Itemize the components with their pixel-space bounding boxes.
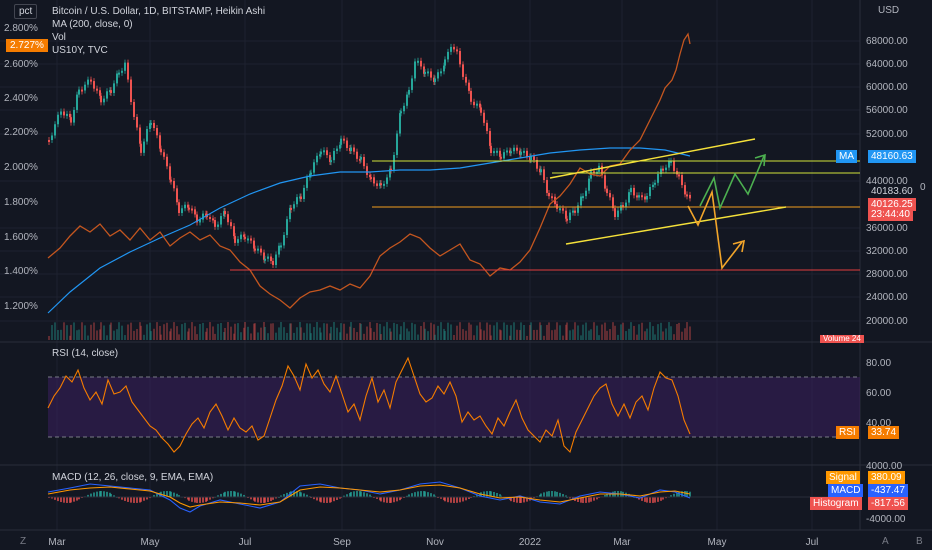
volume-tag: Volume 24 — [820, 335, 864, 343]
rsi-band — [48, 377, 860, 437]
rsi-axis-tick: 40.00 — [866, 418, 891, 429]
countdown-tag: 23:44:40 — [868, 208, 913, 221]
macd-signal-line — [47, 484, 691, 508]
right-axis-tick: 24000.00 — [866, 292, 908, 303]
left-axis-tick: 2.800% — [4, 23, 38, 34]
time-axis-tick: Jul — [806, 537, 819, 548]
time-axis-tick: Jul — [239, 537, 252, 548]
bullish-arrow-head — [754, 153, 766, 167]
ma-200-line — [47, 147, 691, 314]
time-axis[interactable]: Mar May Jul Sep Nov 2022 Mar May Jul — [48, 537, 818, 548]
macd-axis-tick: -4000.00 — [866, 514, 906, 525]
right-axis-tick: 52000.00 — [866, 129, 908, 140]
ma-price-tag: 48160.63 — [868, 150, 916, 163]
close-price-tag: 40183.60 — [868, 185, 916, 198]
right-price-axis[interactable]: 68000.00 64000.00 60000.00 56000.00 52000.00… — [866, 36, 908, 327]
left-axis-tick: 1.400% — [4, 266, 38, 277]
time-axis-tick: 2022 — [519, 537, 542, 548]
macd-title[interactable]: MACD (12, 26, close, 9, EMA, EMA) — [52, 472, 214, 483]
symbol-title[interactable]: Bitcoin / U.S. Dollar, 1D, BITSTAMP, Hei… — [52, 6, 266, 17]
channel-upper-line[interactable] — [549, 138, 756, 179]
us10y-overlay-label[interactable]: US10Y, TVC — [52, 45, 108, 56]
rsi-axis-tick: 60.00 — [866, 388, 891, 399]
currency-label[interactable]: USD — [878, 5, 900, 16]
ma-indicator-label[interactable]: MA (200, close, 0) — [52, 19, 133, 30]
rsi-axis-tick: 80.00 — [866, 358, 891, 369]
vol-indicator-label[interactable]: Vol — [52, 32, 66, 43]
pct-scale-button[interactable]: pct — [14, 4, 38, 19]
channel-lower-line[interactable] — [565, 206, 787, 245]
macd-axis: 4000.00 -4000.00 — [866, 461, 906, 525]
time-axis-tick: May — [708, 537, 727, 548]
left-axis-tick: 2.000% — [4, 162, 38, 173]
left-axis-tick: 1.800% — [4, 197, 38, 208]
macd-tag-label: MACD — [828, 484, 864, 497]
volume-bars — [48, 322, 691, 340]
rsi-value-tag: 33.74 — [868, 426, 900, 439]
right-axis-tick: 28000.00 — [866, 269, 908, 280]
left-axis-tick: 2.200% — [4, 127, 38, 138]
last-price-tag: 40126.25 — [868, 198, 916, 211]
macd-value-tag: -437.47 — [868, 484, 908, 497]
signal-value-tag: 380.09 — [868, 471, 905, 484]
ma-tag-label: MA — [836, 150, 857, 163]
rsi-tag-label: RSI — [836, 426, 859, 439]
candlesticks — [48, 43, 691, 268]
right-axis-tick: 32000.00 — [866, 246, 908, 257]
left-axis-tick: 1.600% — [4, 232, 38, 243]
signal-tag-label: Signal — [826, 471, 860, 484]
zoom-button[interactable]: Z — [20, 536, 27, 547]
bullish-projection-arrow[interactable] — [699, 155, 765, 211]
bearish-projection-arrow[interactable] — [687, 188, 743, 271]
secondary-axis-zero: 0 — [920, 182, 926, 193]
macd-axis-tick: 4000.00 — [866, 461, 903, 472]
grid — [0, 0, 860, 530]
scale-b-button[interactable]: B — [916, 536, 923, 547]
time-axis-tick: Mar — [48, 537, 66, 548]
rsi-axis: 80.00 60.00 40.00 — [866, 358, 891, 429]
right-axis-tick: 64000.00 — [866, 59, 908, 70]
histogram-value-tag: -817.56 — [868, 497, 908, 510]
right-axis-tick: 44000.00 — [866, 176, 908, 187]
time-axis-tick: Nov — [426, 537, 444, 548]
time-axis-tick: Mar — [613, 537, 631, 548]
right-axis-tick: 36000.00 — [866, 223, 908, 234]
left-price-axis[interactable]: 2.800% 2.600% 2.400% 2.200% 2.000% 1.800% 1.60… — [4, 23, 38, 312]
left-axis-tick: 2.400% — [4, 93, 38, 104]
left-axis-tick: 1.200% — [4, 301, 38, 312]
time-axis-tick: Sep — [333, 537, 351, 548]
pct-current-value: 2.727% — [6, 39, 48, 52]
right-axis-tick: 20000.00 — [866, 316, 908, 327]
time-axis-tick: May — [141, 537, 160, 548]
right-axis-tick: 60000.00 — [866, 82, 908, 93]
rsi-line — [47, 356, 691, 454]
auto-scale-button[interactable]: A — [882, 536, 889, 547]
bearish-arrow-head — [732, 239, 746, 253]
left-axis-tick: 2.600% — [4, 59, 38, 70]
right-axis-tick: 68000.00 — [866, 36, 908, 47]
right-axis-tick: 56000.00 — [866, 105, 908, 116]
histogram-tag-label: Histogram — [810, 497, 862, 510]
rsi-title[interactable]: RSI (14, close) — [52, 348, 119, 359]
